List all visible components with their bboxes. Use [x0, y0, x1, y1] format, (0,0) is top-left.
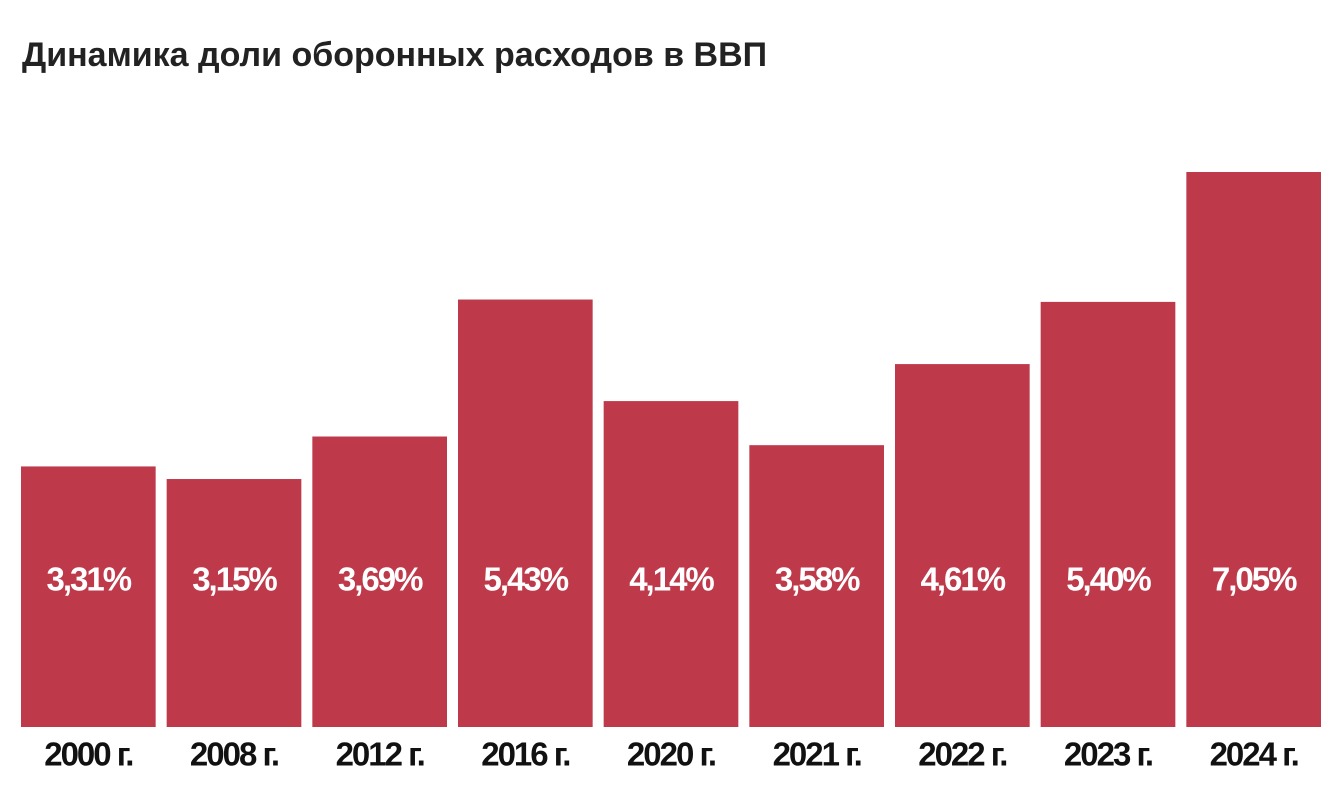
x-tick-label: 2022 г.: [918, 736, 1006, 773]
x-tick-label: 2016 г.: [481, 736, 569, 773]
bar: [603, 401, 739, 727]
x-tick-label: 2023 г.: [1064, 736, 1152, 773]
bar: [749, 445, 884, 727]
bar: [1040, 301, 1176, 727]
bar: [1186, 172, 1321, 727]
value-label: 4,14%: [629, 561, 714, 598]
value-label: 5,43%: [484, 561, 569, 598]
x-tick-label: 2024 г.: [1210, 736, 1298, 773]
value-label: 7,05%: [1212, 561, 1297, 598]
bar: [312, 436, 447, 727]
value-label: 3,31%: [47, 561, 132, 598]
x-tick-label: 2012 г.: [336, 736, 424, 773]
bar: [21, 466, 156, 727]
bar: [895, 364, 1030, 727]
value-label: 5,40%: [1066, 561, 1151, 598]
value-label: 3,69%: [338, 561, 423, 598]
value-label: 3,15%: [192, 561, 277, 598]
x-tick-label: 2020 г.: [627, 736, 715, 773]
x-tick-label: 2008 г.: [190, 736, 278, 773]
bar: [458, 299, 593, 727]
value-label: 3,58%: [775, 561, 860, 598]
x-tick-label: 2021 г.: [773, 736, 861, 773]
x-tick-label: 2000 г.: [44, 736, 132, 773]
value-label: 4,61%: [921, 561, 1006, 598]
chart-title: Динамика доли оборонных расходов в ВВП: [22, 36, 767, 74]
bar: [166, 479, 302, 727]
